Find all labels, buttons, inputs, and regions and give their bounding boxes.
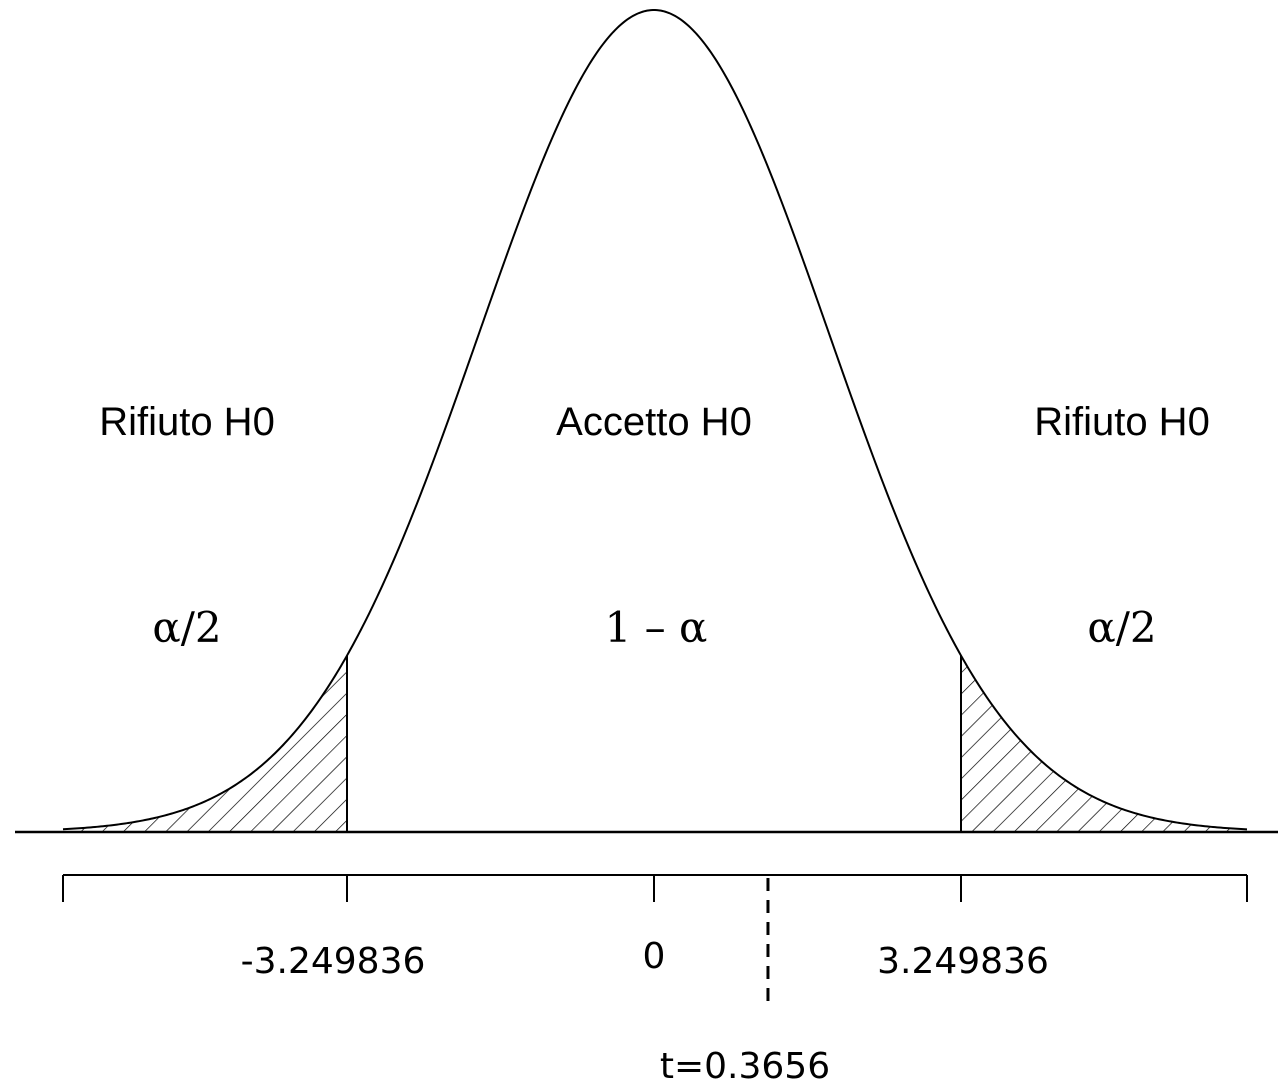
- right-rejection-area: [961, 655, 1247, 832]
- reject-left-label: Rifiuto H0: [99, 400, 275, 444]
- density-curve: [62, 9, 1248, 831]
- tick-label-upper: 3.249836: [877, 941, 1049, 982]
- alpha-right-label: α/2: [1087, 603, 1156, 652]
- tick-label-lower: -3.249836: [241, 941, 426, 982]
- left-rejection-area: [63, 655, 347, 832]
- accept-center-label: Accetto H0: [556, 400, 752, 444]
- alpha-left-label: α/2: [152, 603, 221, 652]
- reject-right-label: Rifiuto H0: [1034, 400, 1210, 444]
- tick-label-zero: 0: [643, 936, 666, 977]
- t-statistic-label: t=0.3656: [660, 1046, 830, 1084]
- confidence-center-label: 1 – α: [605, 603, 708, 652]
